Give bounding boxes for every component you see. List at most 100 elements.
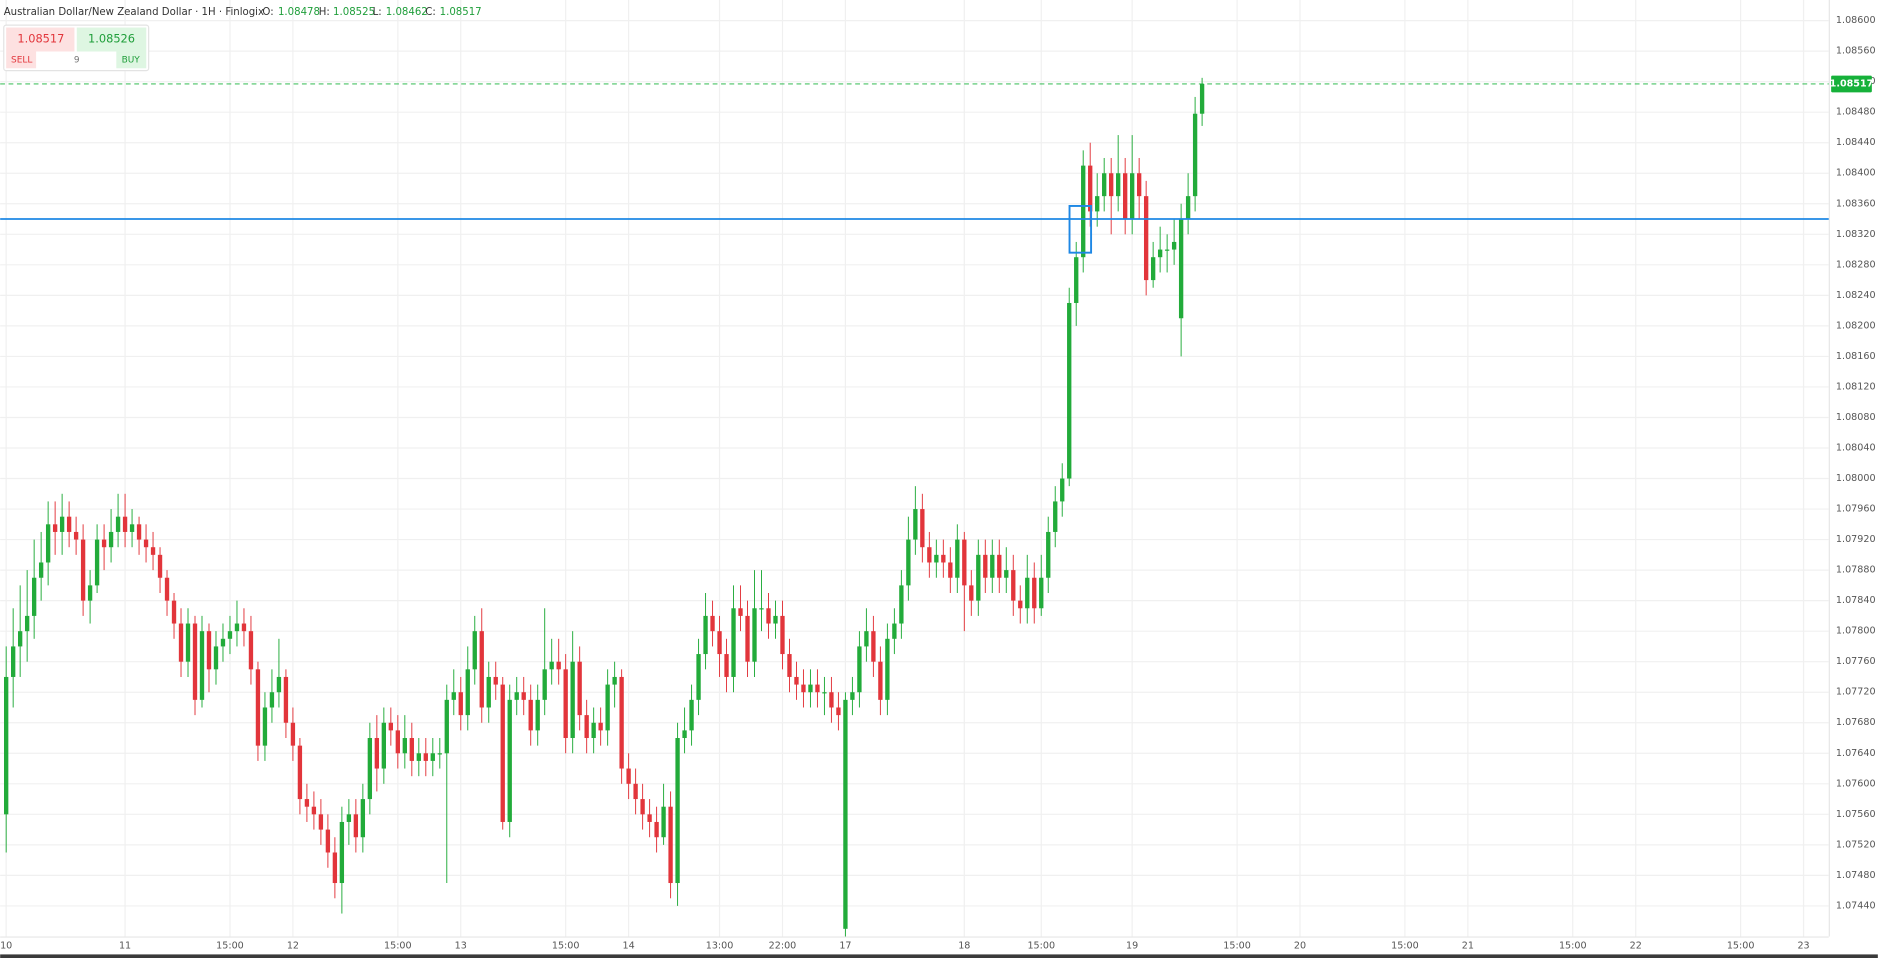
y-tick-label: 1.08160: [1836, 351, 1876, 362]
candle-body: [1185, 196, 1191, 220]
candle-body: [206, 631, 212, 670]
candle-body: [507, 699, 512, 822]
candle-body: [1011, 570, 1016, 601]
candle-body: [843, 699, 848, 929]
candle-body: [514, 692, 519, 700]
candle-body: [591, 722, 596, 739]
buy-tab[interactable]: [116, 51, 147, 69]
drawn-rectangle[interactable]: [1068, 205, 1093, 254]
y-tick-label: 1.07560: [1836, 809, 1876, 820]
candle-body: [710, 615, 715, 632]
candle-body: [17, 631, 23, 647]
candle-body: [570, 661, 575, 739]
x-tick-label: 15:00: [1027, 941, 1055, 952]
x-tick-label: 15:00: [216, 941, 244, 952]
candle-body: [241, 623, 247, 632]
candle-body: [794, 676, 799, 685]
x-tick-label: 10: [0, 941, 12, 952]
candle-body: [227, 631, 233, 639]
buy-label[interactable]: BUY: [122, 55, 141, 65]
candle-body: [1171, 241, 1177, 250]
sell-label[interactable]: SELL: [11, 55, 32, 65]
y-tick-label: 1.08560: [1836, 46, 1876, 57]
ohlc-label: C:: [425, 7, 436, 18]
sell-price[interactable]: 1.08517: [17, 32, 64, 46]
candle-body: [892, 623, 897, 639]
candle-body: [920, 509, 925, 548]
candle-body: [878, 661, 883, 700]
candle-body: [619, 676, 624, 769]
candle-body: [836, 707, 841, 716]
candle-body: [262, 707, 268, 746]
candle-body: [220, 638, 226, 647]
candle-body: [332, 852, 338, 884]
candle-body: [808, 684, 813, 693]
overlay: 1.08517: [0, 75, 1873, 220]
candle-body: [353, 814, 359, 838]
y-tick-label: 1.08280: [1836, 259, 1876, 270]
instrument-title: Australian Dollar/New Zealand Dollar · 1…: [4, 7, 264, 18]
candle-body: [1123, 173, 1128, 220]
candle-body: [500, 684, 505, 822]
candle-body: [682, 730, 687, 739]
candle-body: [381, 722, 387, 769]
candle-body: [766, 608, 771, 624]
candle-body: [542, 669, 547, 700]
candle-body: [129, 524, 135, 532]
candle-body: [325, 829, 331, 853]
candle-body: [675, 738, 680, 884]
candle-body: [1150, 257, 1156, 281]
candle-body: [213, 646, 219, 670]
ohlc-value: 1.08462: [386, 7, 428, 18]
candle-body: [948, 562, 953, 578]
candle-body: [633, 783, 638, 800]
candle-body: [444, 699, 449, 754]
trade-widget: 1.08517 1.08526 SELL 9 BUY: [3, 24, 150, 72]
candle-body: [549, 661, 554, 670]
buy-button[interactable]: [76, 27, 147, 52]
x-tick-label: 15:00: [384, 941, 412, 952]
y-tick-label: 1.07800: [1836, 626, 1876, 637]
candle-body: [696, 654, 701, 700]
candle-body: [738, 608, 743, 616]
candle-body: [283, 676, 289, 723]
x-tick-label: 21: [1462, 941, 1474, 952]
amount[interactable]: 9: [74, 55, 80, 65]
y-tick-label: 1.08600: [1836, 15, 1876, 26]
candle-body: [1199, 83, 1205, 114]
buy-price[interactable]: 1.08526: [88, 32, 135, 46]
candle-body: [157, 554, 163, 578]
candle-body: [52, 524, 58, 532]
candle-body: [787, 654, 792, 677]
candle-body: [1192, 113, 1198, 197]
candle-body: [1129, 173, 1135, 220]
x-tick-label: 23: [1797, 941, 1809, 952]
candle-body: [668, 806, 673, 884]
sell-button[interactable]: [6, 27, 75, 52]
x-tick-label: 13:00: [706, 941, 734, 952]
candle-body: [598, 722, 603, 731]
ohlc-value: 1.08517: [440, 7, 482, 18]
candle-body: [1088, 165, 1093, 212]
candle-body: [934, 554, 939, 563]
candle-body: [479, 631, 484, 708]
candle-body: [395, 730, 400, 754]
candle-body: [143, 539, 149, 548]
candle-body: [304, 799, 310, 807]
candle-body: [73, 531, 79, 540]
candle-body: [297, 745, 303, 800]
candle-body: [269, 692, 275, 708]
candle-body: [780, 615, 785, 655]
candle-body: [437, 753, 442, 755]
candle-body: [45, 524, 51, 563]
y-tick-label: 1.07600: [1836, 778, 1876, 789]
candle-body: [584, 715, 589, 739]
x-tick-label: 19: [1126, 941, 1138, 952]
x-tick-label: 15:00: [1223, 941, 1251, 952]
candle-body: [577, 661, 582, 716]
y-tick-label: 1.07920: [1836, 534, 1876, 545]
candle-body: [1053, 501, 1058, 532]
sell-tab[interactable]: [6, 51, 37, 69]
y-tick-label: 1.08120: [1836, 381, 1876, 392]
candle-body: [290, 722, 296, 746]
